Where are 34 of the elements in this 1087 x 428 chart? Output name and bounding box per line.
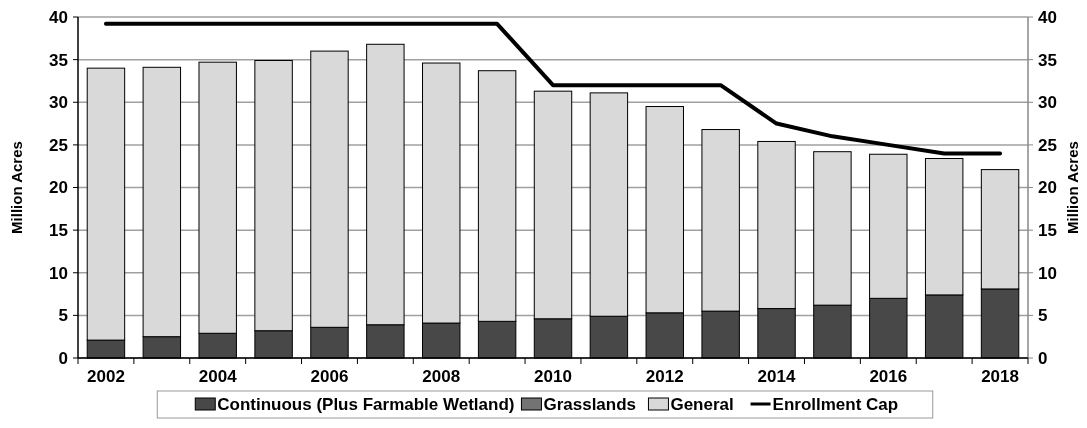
x-tick-label: 2012	[645, 367, 684, 386]
y-tick-label: 15	[49, 221, 68, 241]
x-tick-label: 2008	[422, 367, 461, 386]
y2-tick-label: 40	[1038, 7, 1057, 27]
legend-label: Grasslands	[543, 394, 637, 414]
y2-axis-title: Million Acres	[1064, 141, 1081, 234]
y-tick-label: 40	[49, 7, 68, 27]
legend-label: Continuous (Plus Farmable Wetland)	[217, 394, 515, 414]
x-tick-label: 2018	[981, 367, 1019, 386]
y2-tick-label: 25	[1038, 135, 1057, 155]
x-tick-label: 2004	[198, 367, 238, 386]
y2-tick-label: 10	[1038, 263, 1057, 283]
x-tick-label: 2016	[869, 367, 908, 386]
legend-label: Enrollment Cap	[772, 394, 899, 414]
y-tick-label: 35	[49, 50, 68, 70]
x-tick-label: 2014	[757, 367, 796, 386]
legend-label: General	[670, 394, 734, 414]
x-tick-label: 2006	[310, 367, 349, 386]
y-tick-label: 30	[49, 93, 68, 113]
y2-tick-label: 5	[1038, 306, 1048, 326]
x-tick-label: 2010	[534, 367, 572, 386]
y-tick-label: 5	[58, 306, 68, 326]
line-series	[103, 21, 1003, 156]
y2-tick-label: 30	[1038, 93, 1057, 113]
y-tick-label: 0	[58, 348, 68, 368]
y-tick-label: 10	[49, 263, 68, 283]
x-tick-label: 2002	[87, 367, 125, 386]
y2-tick-label: 15	[1038, 221, 1057, 241]
y-axis-title: Million Acres	[8, 141, 25, 234]
y2-tick-label: 20	[1038, 178, 1057, 198]
y-tick-label: 20	[49, 178, 68, 198]
y2-tick-label: 0	[1038, 348, 1048, 368]
y-tick-label: 25	[49, 135, 68, 155]
y2-tick-label: 35	[1038, 50, 1057, 70]
